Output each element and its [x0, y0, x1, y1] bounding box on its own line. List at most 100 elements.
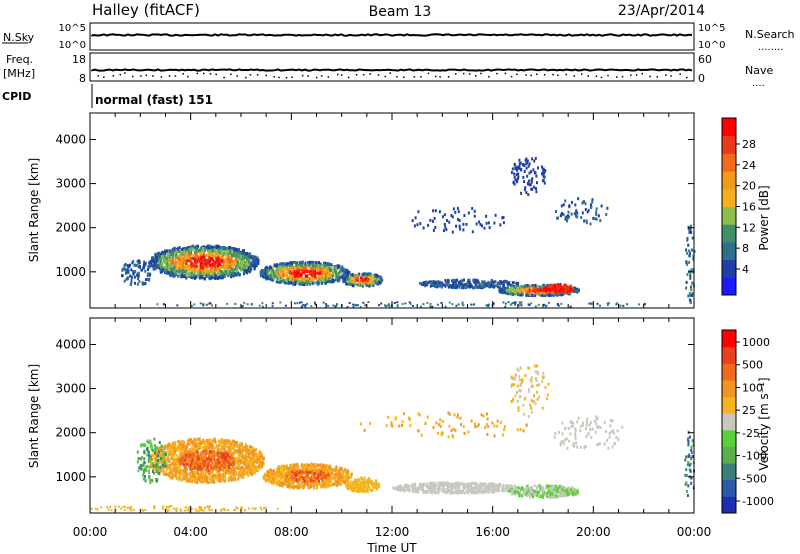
- heatmap-cell: [260, 462, 263, 466]
- heatmap-cell: [214, 458, 217, 462]
- heatmap-cell: [271, 266, 274, 270]
- heatmap-cell: [204, 463, 207, 467]
- heatmap-cell: [240, 266, 243, 269]
- heatmap-cell: [330, 280, 332, 284]
- heatmap-cell: [440, 283, 443, 287]
- heatmap-cell: [543, 169, 546, 173]
- heatmap-cell: [325, 276, 328, 280]
- heatmap-cell: [447, 279, 450, 283]
- heatmap-cell: [196, 476, 199, 480]
- nave-point: [307, 75, 309, 77]
- heatmap-cell: [286, 274, 288, 277]
- heatmap-cell: [179, 443, 182, 447]
- heatmap-cell: [556, 287, 559, 290]
- heatmap-cell: [129, 263, 131, 267]
- heatmap-cell: [170, 443, 173, 447]
- heatmap-cell: [184, 266, 187, 270]
- heatmap-cell: [269, 277, 272, 281]
- freq-tick-top: 18: [72, 53, 86, 66]
- heatmap-cell: [218, 247, 221, 251]
- heatmap-cell: [462, 284, 465, 288]
- heatmap-cell: [196, 260, 199, 264]
- heatmap-cell: [159, 460, 162, 464]
- heatmap-cell: [171, 449, 174, 453]
- heatmap-cell: [174, 449, 177, 453]
- freq-tick-bottom: 8: [79, 72, 86, 85]
- heatmap-cell: [557, 289, 560, 293]
- heatmap-cell: [372, 283, 375, 287]
- heatmap-cell: [204, 268, 207, 272]
- heatmap-cell: [217, 470, 220, 474]
- heatmap-cell: [438, 210, 441, 214]
- heatmap-cell: [359, 306, 362, 309]
- heatmap-cell: [513, 182, 516, 186]
- heatmap-cell: [261, 302, 264, 305]
- heatmap-cell: [235, 465, 238, 469]
- heatmap-cell: [686, 272, 689, 276]
- heatmap-cell: [137, 265, 140, 269]
- heatmap-cell: [227, 446, 230, 450]
- heatmap-cell: [328, 280, 331, 284]
- heatmap-cell: [231, 249, 233, 253]
- heatmap-cell: [478, 281, 480, 285]
- heatmap-cell: [188, 252, 190, 256]
- heatmap-cell: [209, 244, 212, 248]
- heatmap-cell: [232, 459, 235, 463]
- nsky-panel: [89, 22, 695, 51]
- nave-dots: ....: [752, 78, 765, 89]
- nave-point: [377, 74, 380, 76]
- heatmap-cell: [513, 172, 516, 176]
- heatmap-cell: [519, 168, 522, 172]
- heatmap-cell: [164, 457, 167, 461]
- heatmap-cell: [248, 456, 251, 460]
- heatmap-cell: [325, 303, 328, 306]
- heatmap-cell: [228, 247, 231, 250]
- heatmap-cell: [581, 211, 584, 215]
- heatmap-cell: [222, 461, 224, 465]
- heatmap-cell: [490, 281, 493, 284]
- heatmap-cell: [244, 466, 247, 470]
- heatmap-cell: [245, 265, 248, 269]
- heatmap-cell: [171, 250, 173, 254]
- heatmap-cell: [300, 277, 303, 281]
- heatmap-cell: [242, 259, 245, 263]
- heatmap-cell: [225, 451, 228, 455]
- heatmap-cell: [184, 445, 187, 448]
- heatmap-cell: [490, 284, 493, 287]
- heatmap-cell: [192, 257, 195, 261]
- heatmap-cell: [253, 458, 256, 462]
- heatmap-cell: [179, 253, 182, 257]
- heatmap-cell: [134, 263, 137, 267]
- y-tick-label: 3000: [55, 177, 86, 191]
- heatmap-cell: [185, 256, 188, 260]
- heatmap-cell: [175, 265, 178, 269]
- heatmap-cell: [283, 271, 286, 275]
- heatmap-cell: [258, 463, 261, 467]
- heatmap-cell: [586, 210, 589, 214]
- heatmap-cell: [504, 305, 507, 308]
- nave-point: [474, 75, 477, 77]
- heatmap-cell: [151, 453, 154, 457]
- heatmap-cell: [347, 280, 350, 284]
- heatmap-cell: [211, 443, 214, 447]
- heatmap-cell: [270, 274, 273, 278]
- heatmap-cell: [224, 259, 226, 263]
- heatmap-cell: [211, 439, 214, 443]
- heatmap-cell: [186, 259, 189, 263]
- heatmap-cell: [154, 462, 157, 466]
- heatmap-cell: [588, 302, 591, 305]
- heatmap-cell: [197, 460, 199, 464]
- heatmap-cell: [512, 181, 515, 185]
- heatmap-cell: [210, 469, 213, 472]
- heatmap-cell: [335, 270, 338, 274]
- heatmap-cell: [206, 443, 209, 447]
- heatmap-cell: [166, 270, 169, 274]
- heatmap-cell: [225, 266, 228, 270]
- heatmap-cell: [191, 467, 194, 471]
- heatmap-cell: [237, 473, 240, 477]
- heatmap-cell: [264, 269, 267, 273]
- heatmap-cell: [304, 265, 307, 269]
- heatmap-cell: [166, 261, 169, 265]
- power-panel: [89, 112, 695, 309]
- heatmap-cell: [221, 477, 224, 481]
